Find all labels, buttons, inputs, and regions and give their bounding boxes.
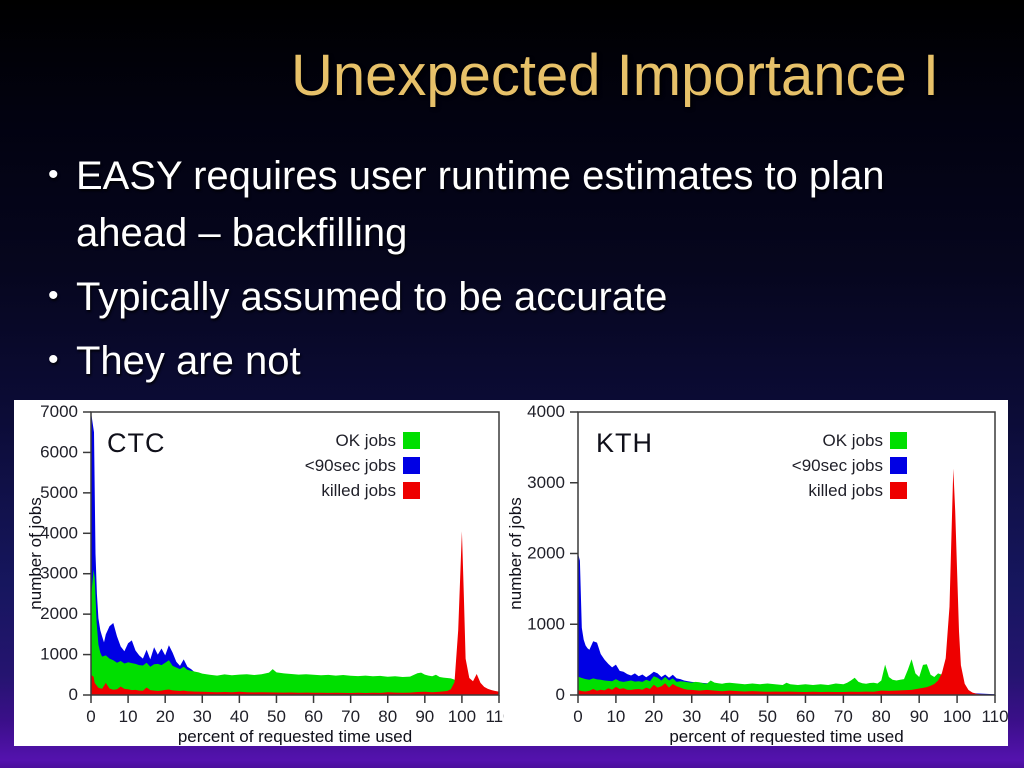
y-tick-label: 0 (69, 685, 78, 704)
y-tick-label: 4000 (40, 523, 78, 542)
OK-jobs-area (91, 569, 499, 695)
y-tick-label: 2000 (527, 544, 565, 563)
kth-chart: 0 1000 2000 3000 4000 0 10 20 30 40 50 60 70 80 90 100 1… (506, 402, 1008, 745)
x-tick-label: 40 (230, 707, 249, 726)
x-tick-label: 40 (720, 707, 739, 726)
x-tick-label: 100 (448, 707, 476, 726)
x-tick-label: 20 (156, 707, 175, 726)
charts-panel: 0 1000 2000 3000 4000 5000 6000 7000 0 10 20 30 40 50… (14, 400, 1008, 746)
legend-label: killed jobs (808, 481, 883, 500)
bullet-list: EASY requires user runtime estimates to … (42, 146, 1002, 397)
legend-swatch (403, 457, 420, 474)
y-tick-label: 3000 (527, 473, 565, 492)
x-tick-label: 110 (981, 707, 1008, 726)
x-tick-label: 10 (119, 707, 138, 726)
y-tick-label: 1000 (527, 614, 565, 633)
OK-jobs-area (578, 659, 995, 695)
x-tick-label: 30 (682, 707, 701, 726)
x-tick-label: 110 (485, 707, 504, 726)
legend-swatch (403, 432, 420, 449)
killed-jobs-area (578, 468, 995, 695)
x-tick-label: 0 (86, 707, 95, 726)
x-tick-label: 20 (644, 707, 663, 726)
plot-border (90, 411, 500, 696)
x-tick-label: 90 (910, 707, 929, 726)
x-tick-label: 90 (415, 707, 434, 726)
y-tick-label: 1000 (40, 645, 78, 664)
killed-jobs-area (91, 531, 499, 695)
x-tick-label: 0 (573, 707, 582, 726)
legend-label: killed jobs (321, 481, 396, 500)
x-axis-title: percent of requested time used (178, 727, 412, 745)
y-tick-label: 5000 (40, 483, 78, 502)
y-tick-label: 0 (556, 685, 565, 704)
x-tick-label: 60 (304, 707, 323, 726)
ctc-chart: 0 1000 2000 3000 4000 5000 6000 7000 0 10 20 30 40 50… (26, 402, 504, 745)
x-tick-label: 10 (606, 707, 625, 726)
x-tick-label: 100 (943, 707, 971, 726)
y-tick-label: 6000 (40, 442, 78, 461)
legend-label: <90sec jobs (305, 456, 396, 475)
bullet-item: EASY requires user runtime estimates to … (42, 146, 1002, 262)
x-tick-label: 80 (872, 707, 891, 726)
x-tick-label: 30 (193, 707, 212, 726)
legend-swatch (890, 432, 907, 449)
y-axis-title: number of jobs (26, 497, 45, 609)
bullet-item: Typically assumed to be accurate (42, 267, 1002, 326)
x-tick-label: 50 (758, 707, 777, 726)
y-tick-label: 7000 (40, 402, 78, 421)
y-tick-label: 3000 (40, 564, 78, 583)
legend-swatch (403, 482, 420, 499)
bullet-item: They are not (42, 331, 1002, 390)
x-tick-label: 50 (267, 707, 286, 726)
-90sec-jobs-area (578, 553, 995, 695)
chart-title: KTH (596, 428, 653, 458)
x-tick-label: 80 (378, 707, 397, 726)
legend-swatch (890, 482, 907, 499)
legend-swatch (890, 457, 907, 474)
x-tick-label: 60 (796, 707, 815, 726)
y-tick-label: 4000 (527, 402, 565, 421)
x-tick-label: 70 (341, 707, 360, 726)
x-axis-title: percent of requested time used (669, 727, 903, 745)
legend-label: OK jobs (823, 431, 883, 450)
slide-title: Unexpected Importance I (290, 43, 940, 108)
legend-label: <90sec jobs (792, 456, 883, 475)
legend-label: OK jobs (336, 431, 396, 450)
chart-title: CTC (107, 428, 166, 458)
x-tick-label: 70 (834, 707, 853, 726)
y-tick-label: 2000 (40, 604, 78, 623)
y-axis-title: number of jobs (506, 497, 525, 609)
